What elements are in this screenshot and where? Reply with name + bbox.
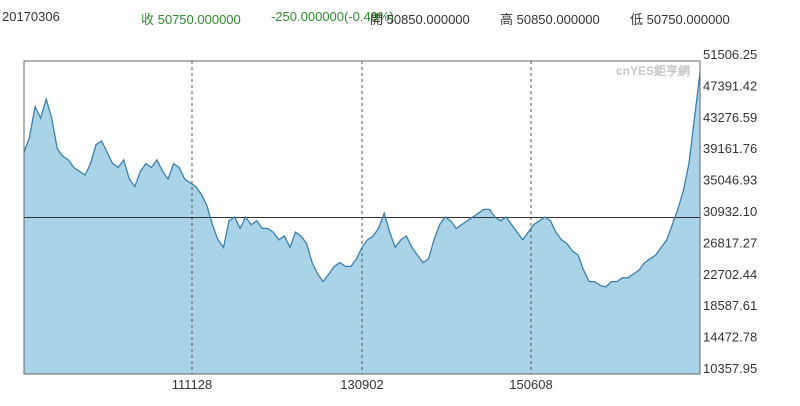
y-tick-label: 30932.10 (703, 204, 757, 219)
cnyes-watermark: cnYES鉅亨網 (616, 63, 690, 78)
y-tick-label: 39161.76 (703, 141, 757, 156)
open-price: 開 50850.000000 (370, 12, 470, 27)
y-tick-label: 47391.42 (703, 78, 757, 93)
y-tick-label: 26817.27 (703, 235, 757, 250)
y-tick-label: 10357.95 (703, 361, 757, 376)
price-line (23, 72, 701, 288)
close-price: 收 50750.000000 (141, 12, 241, 27)
y-tick-label: 14472.78 (703, 330, 757, 345)
quote-header: 20170306 收 50750.000000 -250.000000(-0.4… (0, 0, 800, 32)
y-tick-label: 51506.25 (703, 47, 757, 62)
x-tick-label: 130902 (340, 377, 383, 392)
price-change: -250.000000(-0.49%) (271, 9, 394, 24)
x-tick-label: 111128 (172, 377, 213, 392)
low-price: 低 50750.000000 (630, 12, 730, 27)
quote-date: 20170306 (2, 9, 60, 24)
x-tick-label: 150608 (509, 377, 552, 392)
plot-border (23, 60, 701, 375)
price-area (24, 72, 700, 374)
y-tick-label: 35046.93 (703, 173, 757, 188)
y-tick-label: 18587.61 (703, 298, 757, 313)
y-tick-label: 22702.44 (703, 267, 757, 282)
y-tick-label: 43276.59 (703, 110, 757, 125)
high-price: 高 50850.000000 (500, 12, 600, 27)
